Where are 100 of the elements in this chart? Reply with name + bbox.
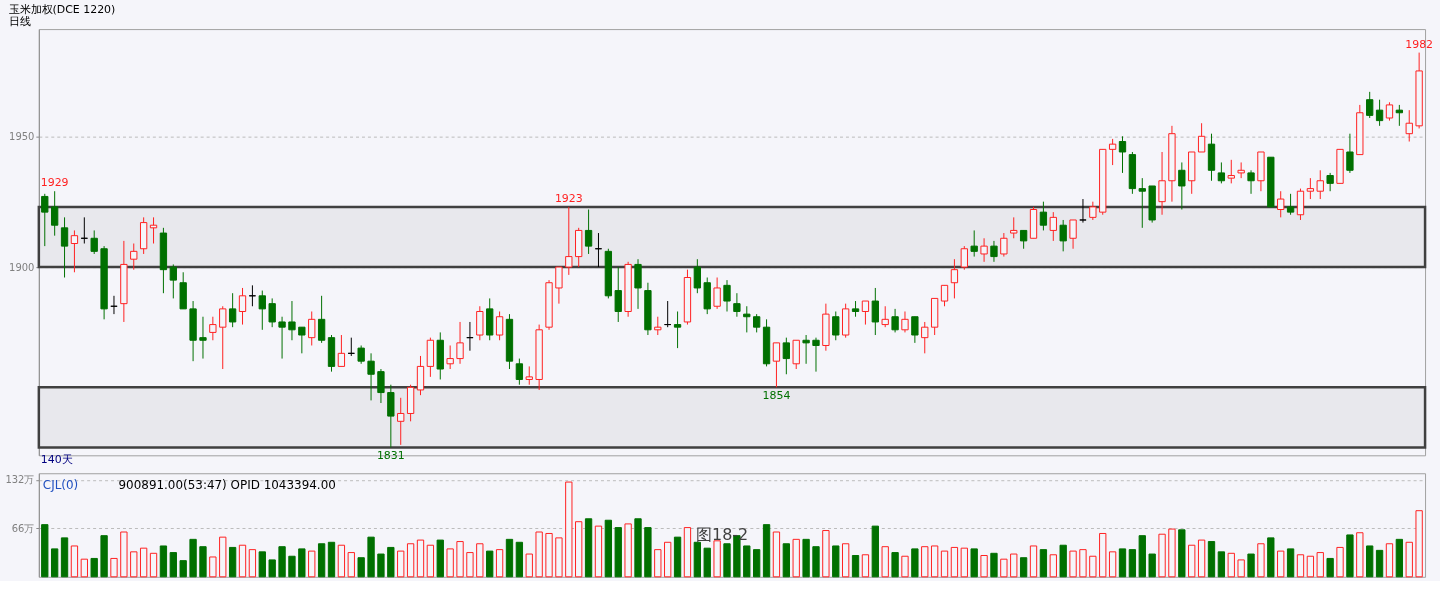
candlestick [416, 355, 425, 396]
bar [1207, 541, 1216, 578]
candlestick [634, 258, 642, 310]
candlestick [258, 290, 266, 331]
candlestick [812, 337, 820, 373]
bar [1118, 548, 1127, 578]
candlestick [1366, 91, 1374, 119]
candlestick [387, 384, 395, 448]
bar [604, 519, 613, 578]
candlestick [41, 193, 49, 247]
bar [515, 541, 524, 578]
candlestick [980, 237, 988, 263]
bar [970, 548, 978, 578]
candlestick [970, 229, 978, 258]
bar [871, 525, 879, 578]
candlestick [565, 206, 573, 276]
candlestick [228, 292, 237, 328]
candlestick [891, 308, 899, 333]
candlestick [130, 243, 138, 271]
bar [317, 543, 326, 578]
candlestick [881, 305, 889, 328]
bar [832, 545, 840, 578]
candlestick [753, 313, 761, 333]
candlestick [199, 316, 207, 360]
candlestick [357, 344, 365, 365]
candlestick [1079, 198, 1087, 224]
chart-title: 玉米加权(DCE 1220) [8, 3, 116, 17]
candlestick [673, 311, 682, 349]
bar [851, 555, 860, 578]
bar [634, 518, 642, 578]
candlestick [1296, 188, 1305, 221]
bar [703, 547, 711, 578]
candlestick [298, 326, 306, 354]
bar [60, 537, 69, 578]
bar [367, 536, 375, 578]
bar [1019, 557, 1028, 578]
bar [753, 549, 761, 578]
candlestick [940, 284, 949, 307]
candlestick [1158, 151, 1166, 216]
candlestick [1049, 211, 1057, 242]
bar [673, 536, 682, 578]
candlestick [1108, 138, 1117, 166]
bar [169, 552, 177, 578]
annotation: 1831 [376, 449, 405, 463]
candlestick [802, 334, 810, 365]
bar [357, 557, 365, 578]
candlestick [743, 305, 751, 333]
candlestick [1375, 99, 1384, 127]
candlestick [169, 263, 177, 299]
bar [298, 548, 306, 578]
candlestick [792, 339, 800, 370]
y-tick-label: 1900 [9, 261, 35, 273]
candlestick [990, 240, 998, 263]
candlestick [861, 300, 870, 326]
bar [782, 543, 790, 578]
candlestick [456, 321, 464, 365]
candlestick [1000, 232, 1008, 258]
candlestick [713, 277, 721, 310]
bar [1375, 549, 1384, 578]
bar [327, 541, 336, 578]
annotation: 1929 [40, 176, 69, 190]
candlestick [1039, 201, 1048, 231]
candlestick [377, 368, 385, 404]
candlestick [693, 258, 702, 294]
bar [743, 545, 751, 578]
candlestick [1138, 177, 1146, 229]
candlestick [782, 337, 790, 375]
bar [228, 546, 237, 578]
bar [1395, 538, 1404, 578]
candlestick [525, 365, 533, 386]
candlestick [950, 258, 959, 299]
annotation: 1982 [1405, 37, 1434, 51]
candlestick [911, 316, 919, 344]
candlestick [960, 245, 968, 271]
bar [1286, 548, 1295, 578]
bar [1178, 529, 1186, 578]
candlestick [367, 352, 375, 401]
bar [1366, 545, 1374, 578]
bar [693, 541, 702, 578]
bar [1267, 537, 1275, 578]
candlestick [1227, 159, 1235, 184]
candlestick [268, 297, 276, 328]
y-tick-label: 132万 [5, 474, 35, 486]
bar [911, 548, 919, 578]
annotation: CJL(0) [42, 478, 79, 493]
candlestick [1277, 190, 1285, 218]
candlestick [1326, 172, 1334, 192]
bar [584, 518, 593, 578]
candlestick [654, 316, 662, 336]
candlestick [584, 209, 593, 255]
bar [90, 557, 98, 578]
annotation: 1923 [554, 191, 583, 205]
bar [1059, 544, 1067, 578]
annotation: 140天 [40, 453, 73, 467]
bar [812, 546, 820, 578]
candlestick [1197, 122, 1206, 153]
candlestick [70, 229, 79, 273]
candlestick [219, 305, 227, 370]
candlestick [288, 300, 296, 341]
candlestick [1059, 219, 1067, 252]
